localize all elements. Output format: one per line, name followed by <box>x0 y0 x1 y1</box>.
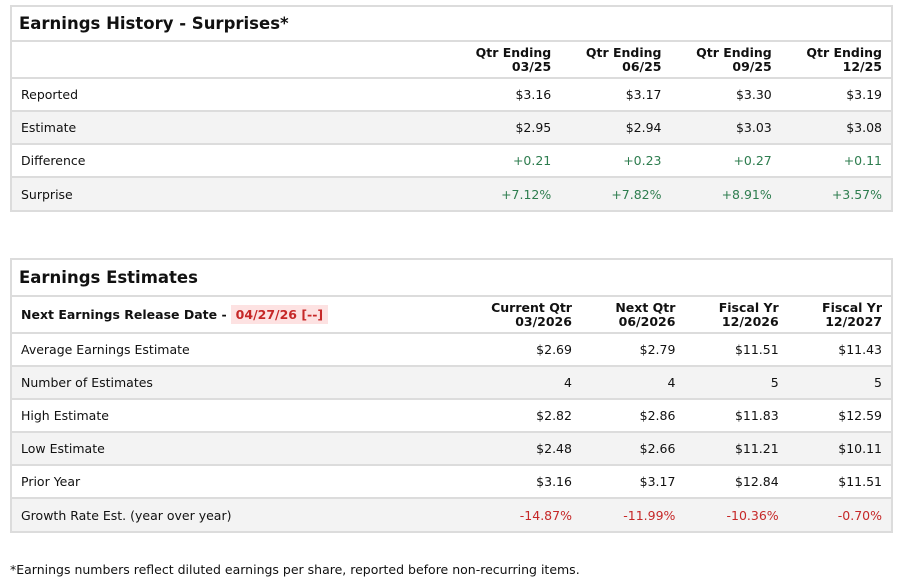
cell-value: $2.48 <box>450 431 581 465</box>
table-row: Estimate $2.95 $2.94 $3.03 $3.08 <box>12 110 891 144</box>
cell-value: $3.17 <box>580 464 685 498</box>
cell-value: $3.03 <box>670 110 781 144</box>
table-row: High Estimate $2.82 $2.86 $11.83 $12.59 <box>12 398 891 432</box>
cell-value: 5 <box>684 365 788 399</box>
header-row: Next Earnings Release Date -04/27/26 [--… <box>12 297 891 333</box>
cell-value: $3.30 <box>670 77 781 111</box>
earnings-history-panel: Earnings History - Surprises* Qtr Ending… <box>10 5 893 212</box>
cell-value: $10.11 <box>787 431 891 465</box>
cell-value: $11.43 <box>787 332 891 366</box>
row-label: Average Earnings Estimate <box>12 332 450 366</box>
cell-value: -14.87% <box>450 497 581 531</box>
cell-value: $3.16 <box>450 464 581 498</box>
row-label: Estimate <box>12 110 450 144</box>
cell-value: +0.23 <box>560 143 671 177</box>
cell-value: $2.66 <box>580 431 685 465</box>
footnote: *Earnings numbers reflect diluted earnin… <box>10 562 580 577</box>
row-label: Number of Estimates <box>12 365 450 399</box>
row-label: High Estimate <box>12 398 450 432</box>
table-row: Difference +0.21 +0.23 +0.27 +0.11 <box>12 143 891 177</box>
cell-value: $2.94 <box>560 110 671 144</box>
column-header: Current Qtr 03/2026 <box>491 299 572 329</box>
earnings-estimates-panel: Earnings Estimates Next Earnings Release… <box>10 258 893 533</box>
cell-value: $11.51 <box>787 464 891 498</box>
table-row: Low Estimate $2.48 $2.66 $11.21 $10.11 <box>12 431 891 465</box>
table-row: Reported $3.16 $3.17 $3.30 $3.19 <box>12 77 891 111</box>
cell-value: +7.12% <box>450 176 561 210</box>
row-label: Low Estimate <box>12 431 450 465</box>
row-label: Surprise <box>12 176 450 210</box>
table-row: Growth Rate Est. (year over year) -14.87%… <box>12 497 891 531</box>
column-header: Next Qtr 06/2026 <box>615 299 676 329</box>
cell-value: +0.27 <box>670 143 781 177</box>
panel-title: Earnings Estimates <box>12 260 891 297</box>
cell-value: 4 <box>580 365 685 399</box>
column-header: Qtr Ending 06/25 <box>585 44 662 74</box>
row-label: Prior Year <box>12 464 450 498</box>
release-date: 04/27/26 [--] <box>230 304 329 324</box>
cell-value: 5 <box>787 365 891 399</box>
cell-value: $2.95 <box>450 110 561 144</box>
row-label: Growth Rate Est. (year over year) <box>12 497 450 531</box>
cell-value: $11.51 <box>684 332 788 366</box>
table-row: Prior Year $3.16 $3.17 $12.84 $11.51 <box>12 464 891 498</box>
panel-title: Earnings History - Surprises* <box>12 7 891 42</box>
cell-value: $3.17 <box>560 77 671 111</box>
cell-value: -10.36% <box>684 497 788 531</box>
table-row: Surprise +7.12% +7.82% +8.91% +3.57% <box>12 176 891 210</box>
cell-value: -11.99% <box>580 497 685 531</box>
column-header: Qtr Ending 03/25 <box>475 44 552 74</box>
cell-value: 4 <box>450 365 581 399</box>
cell-value: +8.91% <box>670 176 781 210</box>
cell-value: $2.82 <box>450 398 581 432</box>
cell-value: $2.86 <box>580 398 685 432</box>
cell-value: +0.11 <box>780 143 891 177</box>
row-label: Reported <box>12 77 450 111</box>
cell-value: $2.79 <box>580 332 685 366</box>
cell-value: $11.21 <box>684 431 788 465</box>
column-header: Qtr Ending 09/25 <box>696 44 772 74</box>
cell-value: +0.21 <box>450 143 561 177</box>
cell-value: $11.83 <box>684 398 788 432</box>
cell-value: $12.84 <box>684 464 788 498</box>
cell-value: +7.82% <box>560 176 671 210</box>
row-label: Difference <box>12 143 450 177</box>
table-row: Average Earnings Estimate $2.69 $2.79 $11.5… <box>12 332 891 366</box>
earnings-history-table: Qtr Ending 03/25 Qtr Ending 06/25 Qtr Endi… <box>12 42 891 210</box>
header-row: Qtr Ending 03/25 Qtr Ending 06/25 Qtr Endi… <box>12 42 891 78</box>
table-row: Number of Estimates 4 4 5 5 <box>12 365 891 399</box>
column-header: Fiscal Yr 12/2026 <box>718 299 779 329</box>
earnings-estimates-table: Next Earnings Release Date -04/27/26 [--… <box>12 297 891 531</box>
cell-value: $3.08 <box>780 110 891 144</box>
cell-value: $12.59 <box>787 398 891 432</box>
cell-value: $3.16 <box>450 77 561 111</box>
cell-value: $2.69 <box>450 332 581 366</box>
cell-value: $3.19 <box>780 77 891 111</box>
release-date-cell: Next Earnings Release Date -04/27/26 [--… <box>12 297 450 333</box>
cell-value: +3.57% <box>780 176 891 210</box>
column-header: Qtr Ending 12/25 <box>806 44 882 74</box>
cell-value: -0.70% <box>787 497 891 531</box>
column-header: Fiscal Yr 12/2027 <box>822 299 882 329</box>
